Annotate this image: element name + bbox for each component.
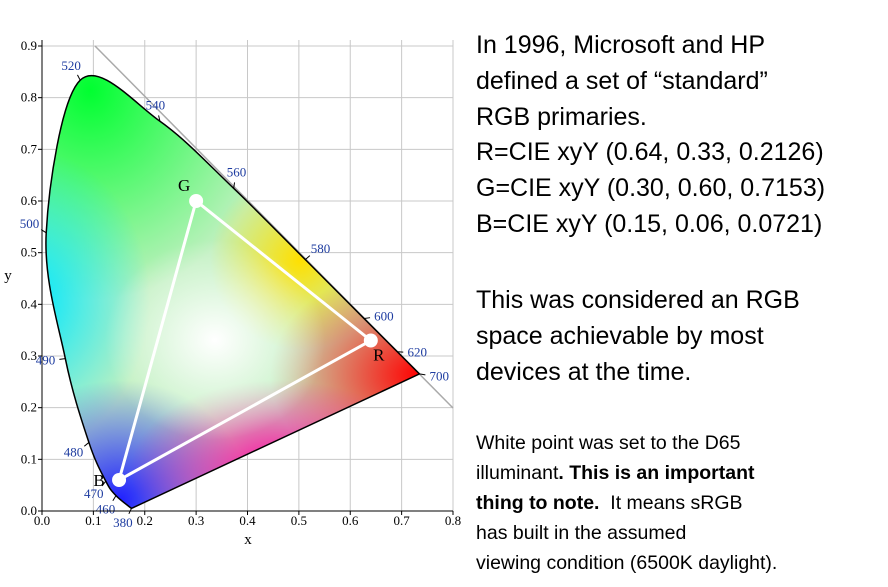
y-tick-label: 0.4 [21,296,38,311]
note-segment: thing to note. [476,492,600,514]
note-segment: illuminant [476,462,559,484]
locus-tick [158,115,161,122]
locus-tick [83,442,90,447]
note-segment: It means sRGB [599,492,743,514]
claim-line: space achievable by most [476,322,764,350]
gamut-fill [45,75,420,509]
x-tick-label: 0.3 [188,513,204,528]
primary-line: B=CIE xyY (0.15, 0.06, 0.0721) [476,210,823,238]
primary-line: R=CIE xyY (0.64, 0.33, 0.2126) [476,138,824,166]
note-segment: has built in the assumed [476,522,687,544]
primaries-text: R=CIE xyY (0.64, 0.33, 0.2126) G=CIE xyY … [476,134,825,242]
note-line: viewing condition (6500K daylight). [476,548,777,578]
x-axis-label: x [244,532,252,548]
locus-tick [112,495,117,502]
intro-line: RGB primaries. [476,103,647,131]
note-line: thing to note. It means sRGB [476,488,777,518]
y-tick-label: 0.7 [21,141,38,156]
y-tick-label: 0.8 [21,90,37,105]
primary-line: G=CIE xyY (0.30, 0.60, 0.7153) [476,174,826,202]
x-tick-label: 0.8 [445,513,461,528]
wavelength-label: 540 [146,98,166,113]
claim-line: This was considered an RGB [476,286,800,314]
y-tick-label: 0.9 [21,38,37,53]
intro-line: In 1996, Microsoft and HP [476,31,766,59]
primary-point [363,333,378,348]
wavelength-label: 470 [84,486,104,501]
note-line: White point was set to the D65 [476,428,777,458]
claim-line: devices at the time. [476,358,692,386]
primary-label: R [373,346,385,365]
locus-tick [419,373,426,376]
y-tick-label: 0.3 [21,348,37,363]
wavelength-label: 600 [374,308,394,323]
locus-tick [59,358,66,360]
y-tick-label: 0.2 [21,400,37,415]
note-line: has built in the assumed [476,518,777,548]
wavelength-label: 580 [311,241,331,256]
wavelength-label: 490 [36,353,56,368]
intro-line: defined a set of “standard” [476,67,768,95]
y-tick-label: 0.1 [21,451,37,466]
x-tick-label: 0.6 [342,513,359,528]
x-tick-label: 0.7 [394,513,411,528]
primary-label: B [93,471,104,490]
chromaticity-diagram: 0.0 0.1 0.2 0.3 0.4 0.5 0.6 0.7 0.8 0.0 0.1 0.2 0.3 0… [4,38,461,548]
x-tick-label: 0.0 [34,513,50,528]
locus-tick [233,182,236,189]
wavelength-label: 620 [407,345,427,360]
intro-text: In 1996, Microsoft and HP defined a set o… [476,27,768,135]
note-text: White point was set to the D65 illuminant… [476,428,777,578]
wavelength-label: 700 [429,368,449,383]
wavelength-label: 500 [20,216,40,231]
note-segment: White point was set to the D65 [476,432,741,454]
locus-tick [101,480,107,487]
x-tick-label: 0.1 [85,513,101,528]
x-tick-label: 0.5 [291,513,307,528]
primary-point [112,473,127,487]
primary-label: G [178,176,190,195]
locus-tick [77,74,81,81]
primary-point [189,194,204,208]
wavelength-label: 520 [61,58,81,73]
wavelength-label: 560 [227,165,247,180]
srgb-gamut [116,198,374,484]
y-tick-label: 0.6 [21,193,38,208]
y-tick-label: 0.0 [21,503,37,518]
x-tick-label: 0.2 [137,513,153,528]
claim-text: This was considered an RGB space achievab… [476,282,800,390]
y-tick-label: 0.5 [21,245,37,260]
note-segment: . This is an important [558,462,755,484]
wavelength-label: 480 [64,445,84,460]
note-line: illuminant. This is an important [476,458,777,488]
locus-tick [304,255,311,260]
y-axis-label: y [4,268,12,284]
note-segment: viewing condition (6500K daylight). [476,552,778,574]
wavelength-label: 460 [96,501,116,516]
locus-tick [364,317,371,320]
x-tick-label: 0.4 [239,513,256,528]
wavelength-label: 380 [113,515,133,530]
